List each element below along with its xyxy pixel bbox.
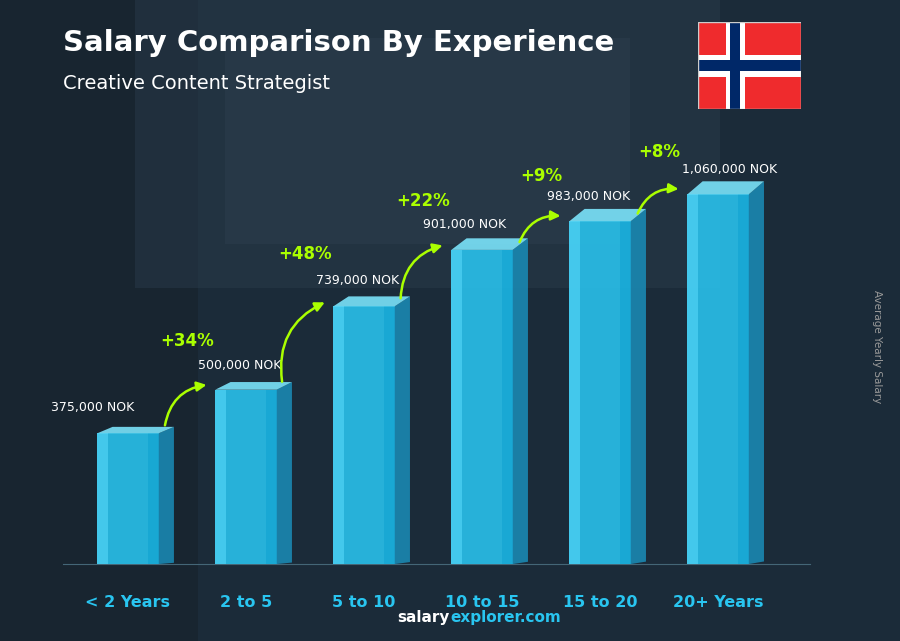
Bar [383,306,394,564]
Bar [698,55,801,76]
Polygon shape [158,427,174,564]
Bar [570,221,580,564]
Text: Creative Content Strategist: Creative Content Strategist [63,74,330,93]
Polygon shape [333,296,410,306]
Bar [225,38,630,244]
Bar [725,22,744,109]
Text: 2 to 5: 2 to 5 [220,595,272,610]
Bar [451,250,463,564]
Bar [501,250,513,564]
Text: salary: salary [398,610,450,625]
Text: 5 to 10: 5 to 10 [332,595,396,610]
Polygon shape [749,181,764,564]
Bar [619,221,631,564]
Polygon shape [215,382,292,390]
Text: 983,000 NOK: 983,000 NOK [546,190,630,203]
Bar [698,60,801,71]
Bar [215,390,276,564]
Bar [333,306,394,564]
Polygon shape [513,238,528,564]
Bar [688,194,749,564]
Bar [97,433,108,564]
Text: Average Yearly Salary: Average Yearly Salary [872,290,883,403]
Text: 901,000 NOK: 901,000 NOK [423,218,506,231]
Text: +22%: +22% [396,192,450,210]
Text: 375,000 NOK: 375,000 NOK [51,401,134,414]
Polygon shape [97,427,174,433]
Bar [97,433,158,564]
Text: +9%: +9% [520,167,562,185]
Text: 15 to 20: 15 to 20 [562,595,637,610]
Bar [135,0,720,288]
Bar [451,250,513,564]
Bar [266,390,276,564]
Polygon shape [276,382,292,564]
Text: 10 to 15: 10 to 15 [445,595,519,610]
Text: +34%: +34% [160,331,214,349]
Polygon shape [688,181,764,194]
Bar [570,221,631,564]
Bar [688,194,698,564]
Bar [0,0,198,641]
Bar [731,22,740,109]
Bar [215,390,226,564]
Bar [738,194,749,564]
Polygon shape [570,209,646,221]
Text: 500,000 NOK: 500,000 NOK [198,358,282,372]
Text: explorer.com: explorer.com [450,610,561,625]
Text: 739,000 NOK: 739,000 NOK [317,274,400,287]
Text: +8%: +8% [638,144,680,162]
Polygon shape [451,238,528,250]
Text: < 2 Years: < 2 Years [86,595,170,610]
Bar [148,433,158,564]
Text: Salary Comparison By Experience: Salary Comparison By Experience [63,29,614,57]
Text: +48%: +48% [278,245,332,263]
Text: 1,060,000 NOK: 1,060,000 NOK [682,163,778,176]
Polygon shape [631,209,646,564]
Polygon shape [394,296,410,564]
Text: 20+ Years: 20+ Years [672,595,763,610]
Bar [333,306,345,564]
